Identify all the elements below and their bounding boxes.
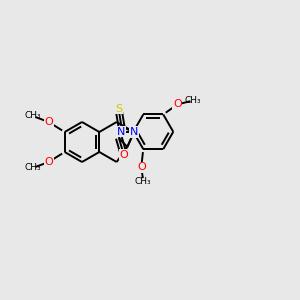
Text: O: O	[137, 162, 146, 172]
Text: CH₃: CH₃	[24, 112, 41, 121]
Text: O: O	[173, 100, 182, 110]
Text: N: N	[130, 127, 138, 137]
Text: O: O	[44, 157, 53, 167]
Text: O: O	[44, 117, 53, 127]
Text: S: S	[115, 104, 122, 114]
Text: N: N	[117, 127, 125, 137]
Text: O: O	[119, 150, 128, 160]
Text: CH₃: CH₃	[185, 96, 202, 105]
Text: CH₃: CH₃	[135, 177, 152, 186]
Text: CH₃: CH₃	[24, 164, 41, 172]
